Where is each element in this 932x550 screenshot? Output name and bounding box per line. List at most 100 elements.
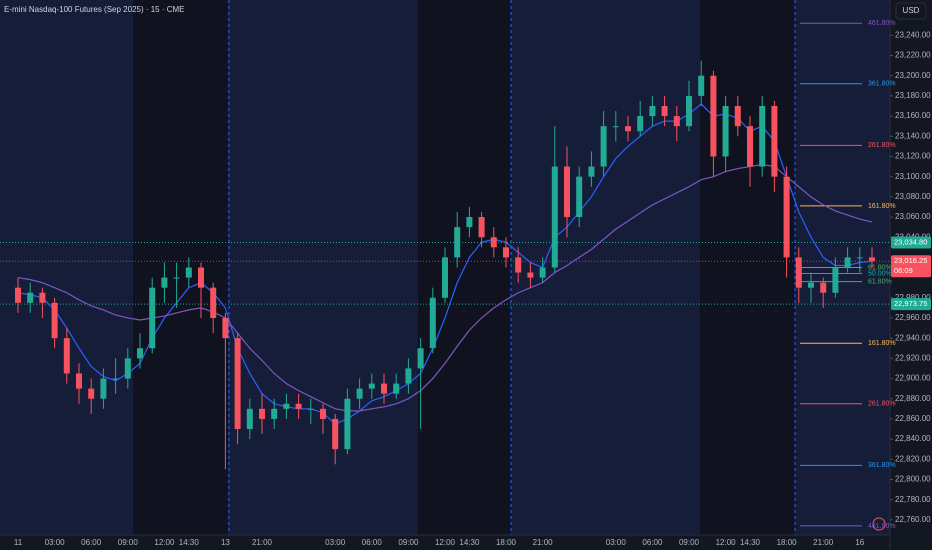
candle-body [27, 292, 34, 303]
y-tick-label: 23,180.00 [895, 91, 931, 100]
candle-body [88, 388, 95, 399]
session-shade [133, 0, 228, 535]
candle-body [588, 166, 595, 177]
countdown: 06:09 [894, 266, 913, 275]
chart-title: E-mini Nasdaq-100 Futures (Sep 2025) · 1… [4, 5, 185, 14]
x-tick-label: 11 [14, 538, 23, 547]
currency-button[interactable] [895, 2, 927, 20]
candle-body [161, 277, 168, 288]
candle-body [808, 282, 814, 288]
candle-body [454, 227, 461, 258]
candle-body [503, 247, 509, 258]
y-tick-label: 22,840.00 [895, 434, 931, 443]
price-tag-label: 22,973.75 [894, 299, 927, 308]
candle-body [234, 338, 241, 430]
y-tick-label: 22,980.00 [895, 293, 931, 302]
fib-label: 61.80% [868, 278, 892, 285]
candle-body [283, 403, 290, 409]
fib-label: 50.00% [868, 270, 892, 277]
y-tick-label: 22,820.00 [895, 454, 931, 463]
x-tick-label: 09:00 [118, 538, 139, 547]
y-tick-label: 22,920.00 [895, 353, 931, 362]
x-tick-label: 06:00 [81, 538, 102, 547]
candle-body [759, 105, 766, 167]
candle-body [466, 217, 473, 228]
candle-body [149, 287, 156, 349]
candle-body [39, 292, 46, 303]
x-tick-label: 09:00 [398, 538, 419, 547]
candle-body [15, 287, 21, 303]
candle-body [820, 282, 827, 293]
y-tick-label: 23,080.00 [895, 192, 931, 201]
y-tick-label: 22,800.00 [895, 475, 931, 484]
x-tick-label: 14:30 [459, 538, 480, 547]
moving-average [17, 103, 873, 425]
candle-body [795, 257, 802, 288]
x-tick-label: 12:00 [435, 538, 456, 547]
y-tick-label: 23,140.00 [895, 131, 931, 140]
x-tick-label: 03:00 [606, 538, 627, 547]
candle-body [564, 166, 570, 218]
y-tick-label: 22,960.00 [895, 313, 931, 322]
candle-body [344, 398, 351, 450]
x-tick-label: 14:30 [740, 538, 761, 547]
candle-body [271, 408, 278, 419]
candle-body [747, 126, 753, 167]
candle-body [698, 75, 705, 96]
x-tick-label: 12:00 [154, 538, 175, 547]
y-tick-label: 22,940.00 [895, 333, 931, 342]
candle-body [417, 348, 424, 369]
y-tick-label: 22,760.00 [895, 515, 931, 524]
candle-body [246, 408, 253, 430]
fib-label: 161.80% [868, 340, 896, 347]
last-price-tag [891, 255, 931, 278]
candle-body [100, 378, 107, 399]
x-tick-label: 09:00 [679, 538, 700, 547]
candle-body [307, 408, 314, 410]
candle-body [686, 95, 692, 127]
x-tick-label: 13 [221, 538, 230, 547]
candle-body [381, 383, 387, 394]
time-axis [0, 535, 890, 550]
candle-body [295, 403, 302, 409]
candle-body [710, 75, 717, 157]
candle-body [63, 338, 70, 374]
x-tick-label: 18:00 [496, 538, 517, 547]
x-tick-label: 06:00 [362, 538, 383, 547]
price-tag-label: 23,034.80 [894, 237, 927, 246]
candle-body [51, 302, 58, 339]
x-tick-label: 21:00 [533, 538, 554, 547]
alert-icon[interactable] [872, 517, 886, 531]
candle-body [551, 166, 558, 268]
x-tick-label: 21:00 [813, 538, 834, 547]
fib-label: 161.80% [868, 203, 896, 210]
candle-body [869, 257, 875, 262]
fib-label: 261.80% [868, 401, 896, 408]
y-tick-label: 22,880.00 [895, 394, 931, 403]
candle-body [734, 105, 741, 127]
candle-body [832, 267, 839, 293]
candle-body [856, 257, 863, 259]
x-tick-label: 03:00 [45, 538, 66, 547]
moving-average [17, 163, 873, 412]
y-tick-label: 23,100.00 [895, 172, 931, 181]
candle-body [673, 116, 680, 127]
fib-label: 261.80% [868, 142, 896, 149]
x-tick-label: 03:00 [325, 538, 346, 547]
candle-body [771, 105, 778, 177]
currency[interactable]: USD [903, 6, 920, 15]
candle-body [637, 116, 644, 132]
candle-body [222, 317, 229, 339]
candle-body [112, 378, 119, 380]
candle-body [576, 176, 583, 218]
candle-body [210, 287, 217, 318]
candle-body [124, 358, 131, 379]
candle-body [320, 408, 326, 419]
candle-body [137, 348, 143, 359]
y-tick-label: 23,160.00 [895, 111, 931, 120]
candle-body [405, 368, 412, 384]
candle-body [625, 126, 631, 132]
y-tick-label: 23,220.00 [895, 51, 931, 60]
